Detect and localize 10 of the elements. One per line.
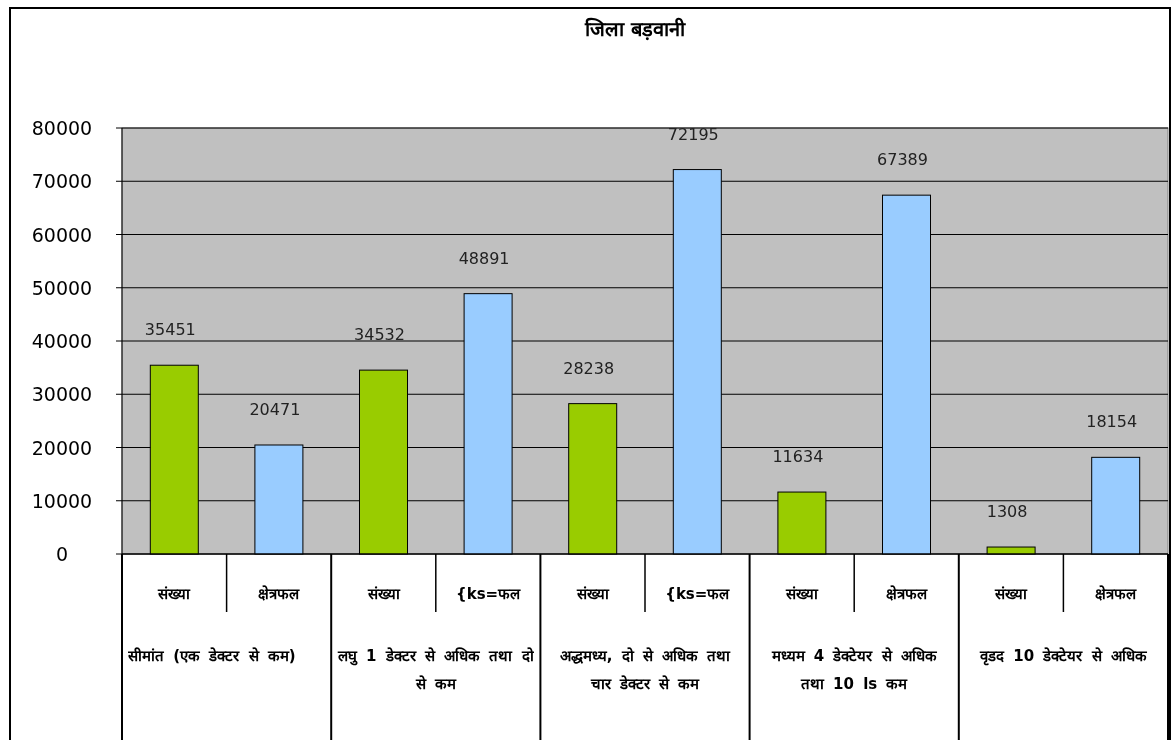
ytick: 80000 <box>31 117 93 139</box>
ytick: 70000 <box>31 170 93 193</box>
title: जिला बड़वानी <box>585 17 685 41</box>
ytick: 40000 <box>31 330 93 352</box>
ytick: 50000 <box>31 276 93 299</box>
ytick: 20000 <box>31 436 93 459</box>
ytick: 30000 <box>31 383 93 406</box>
ytick: 60000 <box>31 223 93 246</box>
ytick: 0 <box>55 543 69 565</box>
ytick: 10000 <box>31 489 93 512</box>
